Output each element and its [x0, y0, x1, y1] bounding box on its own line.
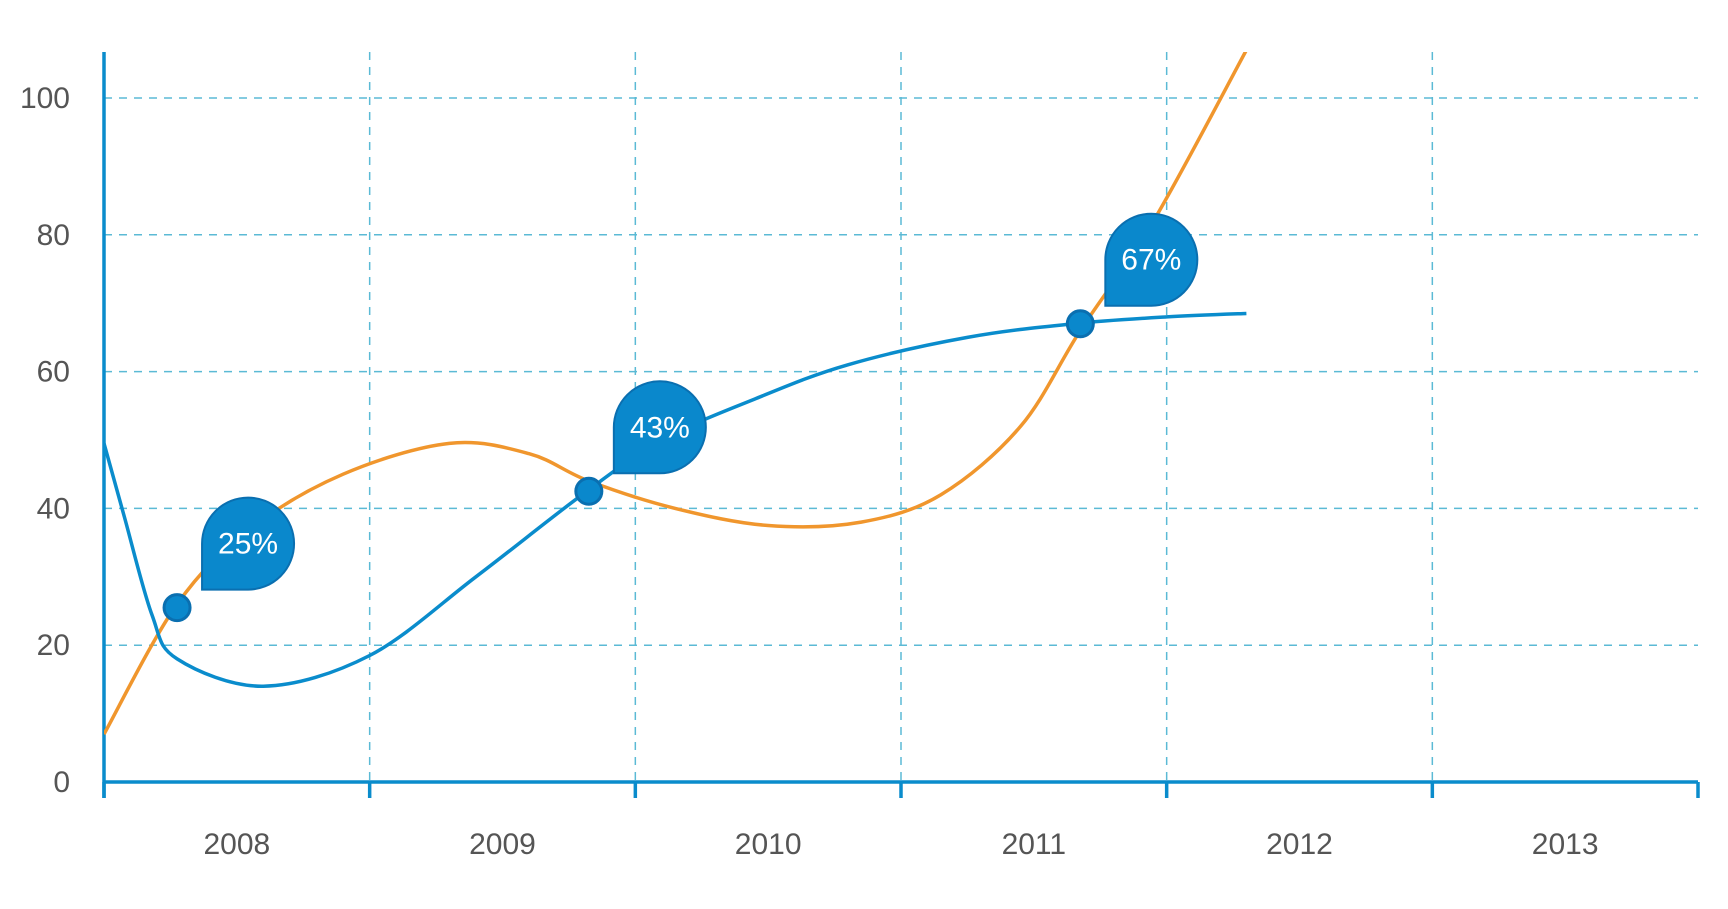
data-point-marker	[574, 476, 604, 506]
y-tick-label: 80	[37, 219, 70, 252]
callout-bubble	[201, 496, 296, 591]
callout-label: 67%	[1121, 244, 1181, 277]
x-tick-label: 2013	[1532, 828, 1599, 861]
y-tick-label: 40	[37, 492, 70, 525]
series-line-1	[104, 311, 1247, 688]
callout-2: 43%	[574, 380, 707, 506]
callout-1: 25%	[162, 496, 296, 623]
data-point-marker	[1065, 309, 1095, 339]
y-tick-label: 60	[37, 356, 70, 389]
axes	[102, 52, 1700, 798]
callout-3: 67%	[1065, 212, 1199, 339]
x-tick-label: 2011	[1002, 828, 1067, 861]
y-tick-label: 100	[20, 82, 70, 115]
x-tick-label: 2012	[1266, 828, 1333, 861]
callout-bubble	[612, 380, 707, 475]
callout-label: 43%	[630, 411, 690, 444]
callout-bubble	[1104, 212, 1199, 307]
x-tick-label: 2010	[735, 828, 802, 861]
data-point-marker	[162, 593, 192, 623]
x-tick-label: 2009	[469, 828, 536, 861]
x-tick-label: 2008	[203, 828, 270, 861]
y-tick-label: 0	[53, 766, 70, 799]
callout-label: 25%	[218, 528, 278, 561]
callouts: 25% 43% 67%	[162, 212, 1199, 623]
grid-lines	[104, 52, 1698, 782]
y-tick-label: 20	[37, 629, 70, 662]
tick-labels: 0 20 40 60 80 100 2008 2009 2010 2011 2012 2013	[20, 82, 1599, 861]
